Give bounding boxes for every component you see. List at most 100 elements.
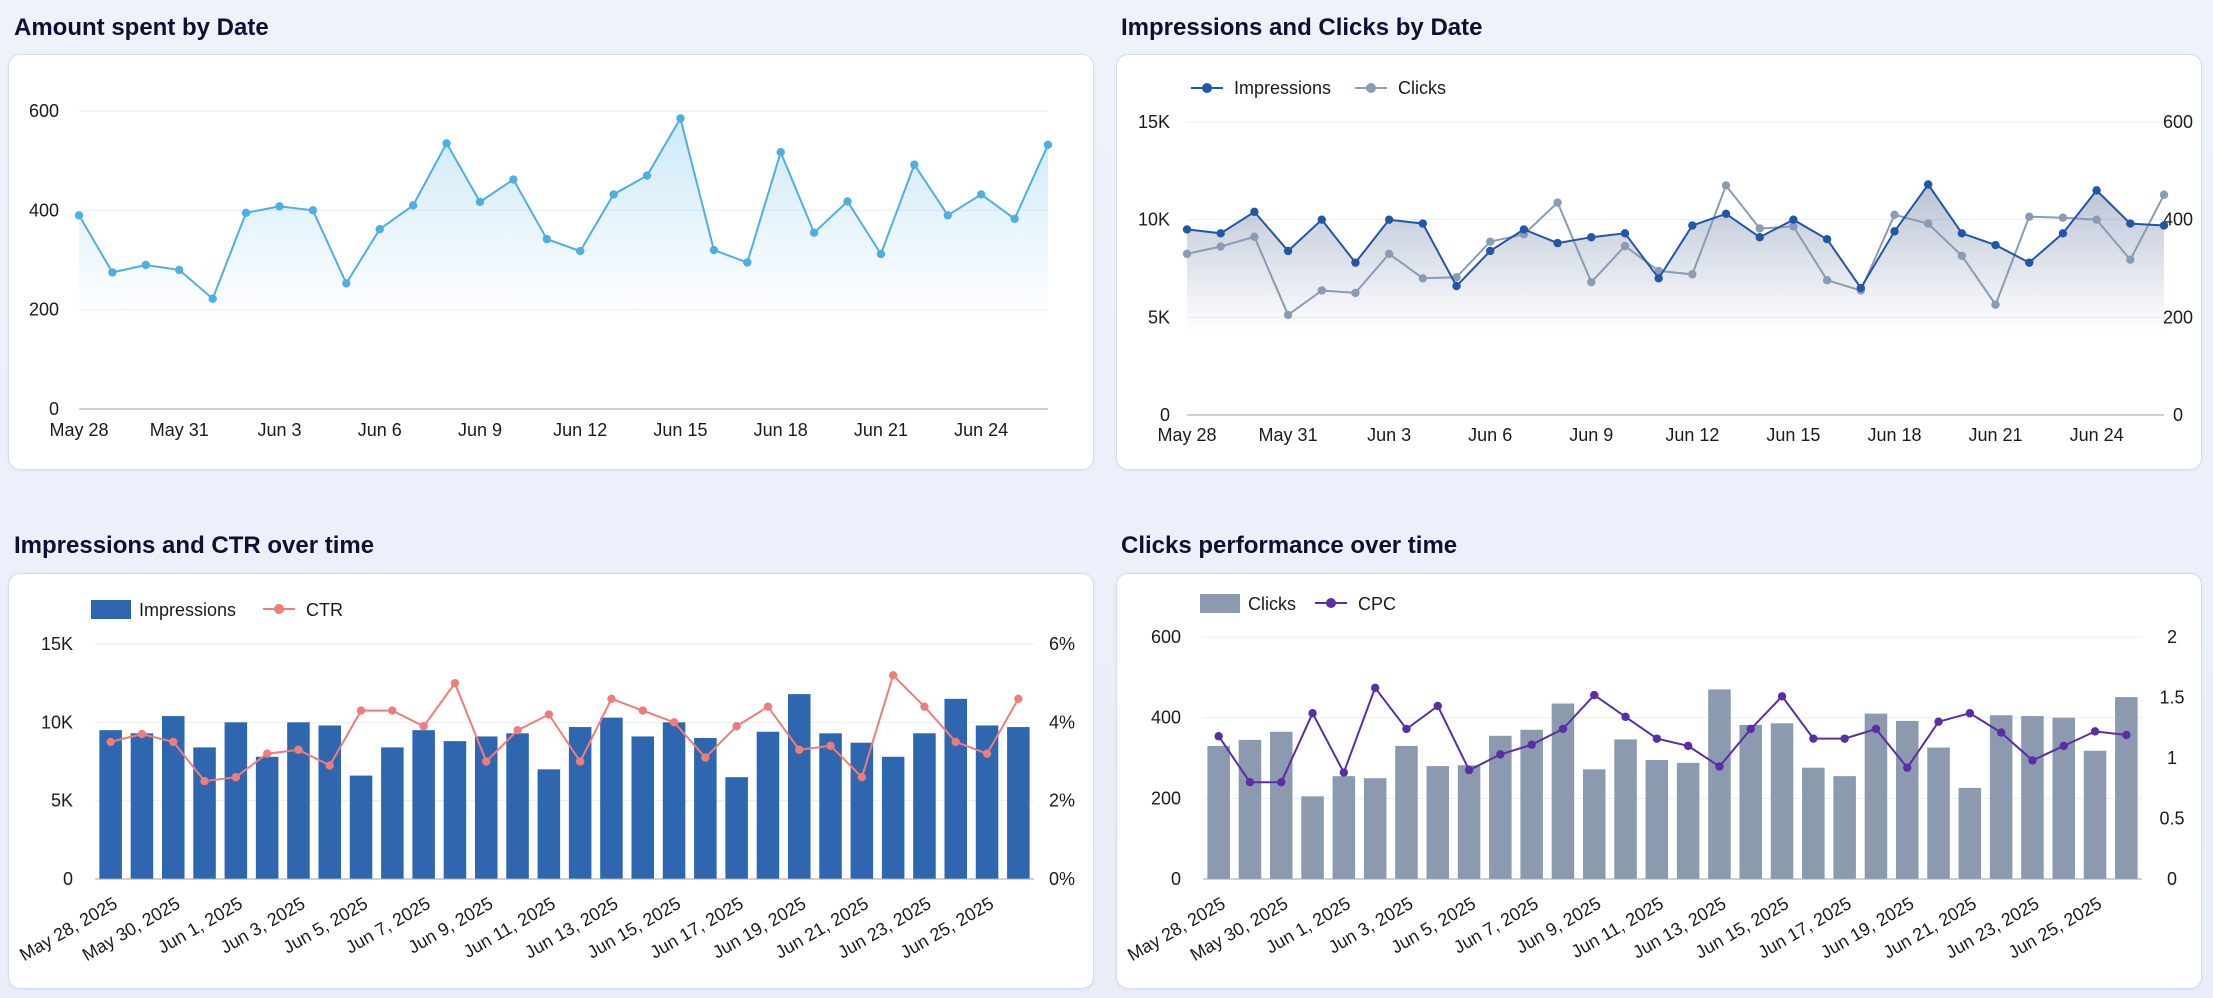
cpc-point (1308, 709, 1317, 718)
spend-series-line (78, 115, 1049, 301)
impressions-bar (537, 769, 561, 879)
spend-point (943, 211, 952, 220)
ctr-point (356, 706, 366, 715)
clicks-bar (1989, 715, 2013, 879)
ctr-point (388, 706, 397, 715)
clicks-point (1384, 249, 1394, 259)
impressions-point (1317, 215, 1326, 224)
ctr-point (669, 718, 679, 727)
y-tick-label: 600 (1151, 627, 1181, 647)
ctr-point (951, 737, 960, 747)
impressions-bar (474, 736, 498, 879)
clicks-point (1351, 288, 1360, 298)
cpc-point (1214, 732, 1223, 741)
impressions-bar (850, 742, 874, 879)
clicks-point (1721, 181, 1731, 190)
clicks-point (1991, 300, 2000, 309)
legend-impressions-bar-swatch (91, 600, 131, 619)
spend-point (910, 160, 919, 169)
impressions-point (1991, 240, 2000, 250)
clicks-bar (1614, 739, 1637, 879)
impressions-bar (1007, 727, 1030, 879)
clicks-bar (1864, 713, 1888, 879)
impressions-point (1452, 281, 1461, 291)
clicks-point (1553, 198, 1562, 207)
clicks-bar (1489, 735, 1512, 879)
imp-clicks-chart-title: Impressions and Clicks by Date (1121, 14, 1483, 41)
ctr-point (106, 737, 115, 747)
spend-chart[interactable]: 0 200 400 600 May 28 May 31 Jun 3 Jun 6 Jun 9 Jun… (9, 55, 1093, 469)
cpc-point (1339, 768, 1349, 777)
spend-point (175, 265, 184, 275)
ctr-point (262, 749, 272, 758)
cpc-point (1965, 709, 1975, 718)
ctr-point (169, 737, 178, 747)
cpc-point (2122, 730, 2131, 740)
spend-point (1043, 140, 1053, 149)
ctr-point (638, 706, 647, 715)
y2-tick-label: 200 (2163, 307, 2193, 327)
impressions-point (1553, 238, 1562, 248)
y2-tick-label: 6% (1049, 634, 1075, 654)
x-tick-label: Jun 21 (1969, 425, 2023, 445)
clicks-bar (1395, 745, 1418, 879)
clicks-bar (2021, 716, 2044, 879)
clicks-bar (1301, 796, 1324, 879)
impressions-bar (756, 731, 780, 879)
clicks-bar (1676, 762, 1700, 879)
spend-point (976, 190, 986, 199)
clicks-point (1250, 232, 1259, 241)
spend-point (375, 225, 384, 234)
y2-tick-label: 2% (1049, 791, 1075, 811)
clicks-point (1486, 237, 1495, 246)
x-tick-label: Jun 9 (1569, 425, 1613, 445)
clicks-point (1923, 219, 1933, 228)
impressions-point (2126, 219, 2135, 228)
clicks-bar (1332, 776, 1356, 879)
ctr-point (701, 753, 710, 762)
clicks-bar (1520, 729, 1543, 879)
y2-tick-label: 2 (2167, 627, 2177, 647)
spend-point (809, 228, 819, 237)
spend-point (208, 294, 217, 303)
clicks-bar (1770, 723, 1794, 879)
impressions-bar (349, 775, 373, 879)
clicks-point (2126, 255, 2135, 264)
impressions-point (1822, 235, 1832, 244)
impressions-point (1384, 215, 1394, 224)
clicks-bar (2052, 717, 2076, 879)
impressions-point (1923, 180, 1933, 189)
cpc-point (1683, 741, 1693, 751)
legend-impressions-bar-label: Impressions (139, 600, 236, 620)
clicks-series-line (1186, 183, 2165, 317)
clicks-point (1890, 210, 1899, 219)
imp-clicks-chart[interactable]: 0 5K 10K 15K 0 200 400 600 May 28 May 31 Jun 3 Jun … (1117, 55, 2201, 469)
clicks-bar (1269, 731, 1293, 879)
x-tick-label: Jun 21 (854, 420, 908, 440)
impressions-point (1620, 229, 1630, 238)
clicks-point (1418, 274, 1428, 283)
spend-point (1010, 214, 1019, 223)
cpc-point (1558, 724, 1568, 734)
clicks-cpc-chart-title: Clicks performance over time (1121, 532, 1458, 559)
clicks-bar (1895, 720, 1919, 879)
impressions-point (1654, 274, 1663, 283)
cpc-point (1590, 690, 1599, 700)
clicks-bar (2083, 750, 2107, 879)
y-tick-label: 10K (41, 712, 73, 732)
impressions-bar (224, 722, 248, 879)
x-tick-label: Jun 9 (458, 420, 502, 440)
spend-point (108, 268, 117, 277)
ctr-point (231, 772, 241, 782)
impressions-point (1418, 219, 1428, 228)
clicks-point (2025, 212, 2034, 221)
impressions-bar (881, 756, 905, 879)
y2-tick-label: 0 (2173, 405, 2183, 425)
cpc-point (1652, 734, 1662, 743)
spend-point (776, 148, 785, 157)
impressions-point (1216, 229, 1225, 238)
ctr-point (419, 722, 428, 731)
impressions-bar (255, 756, 279, 879)
